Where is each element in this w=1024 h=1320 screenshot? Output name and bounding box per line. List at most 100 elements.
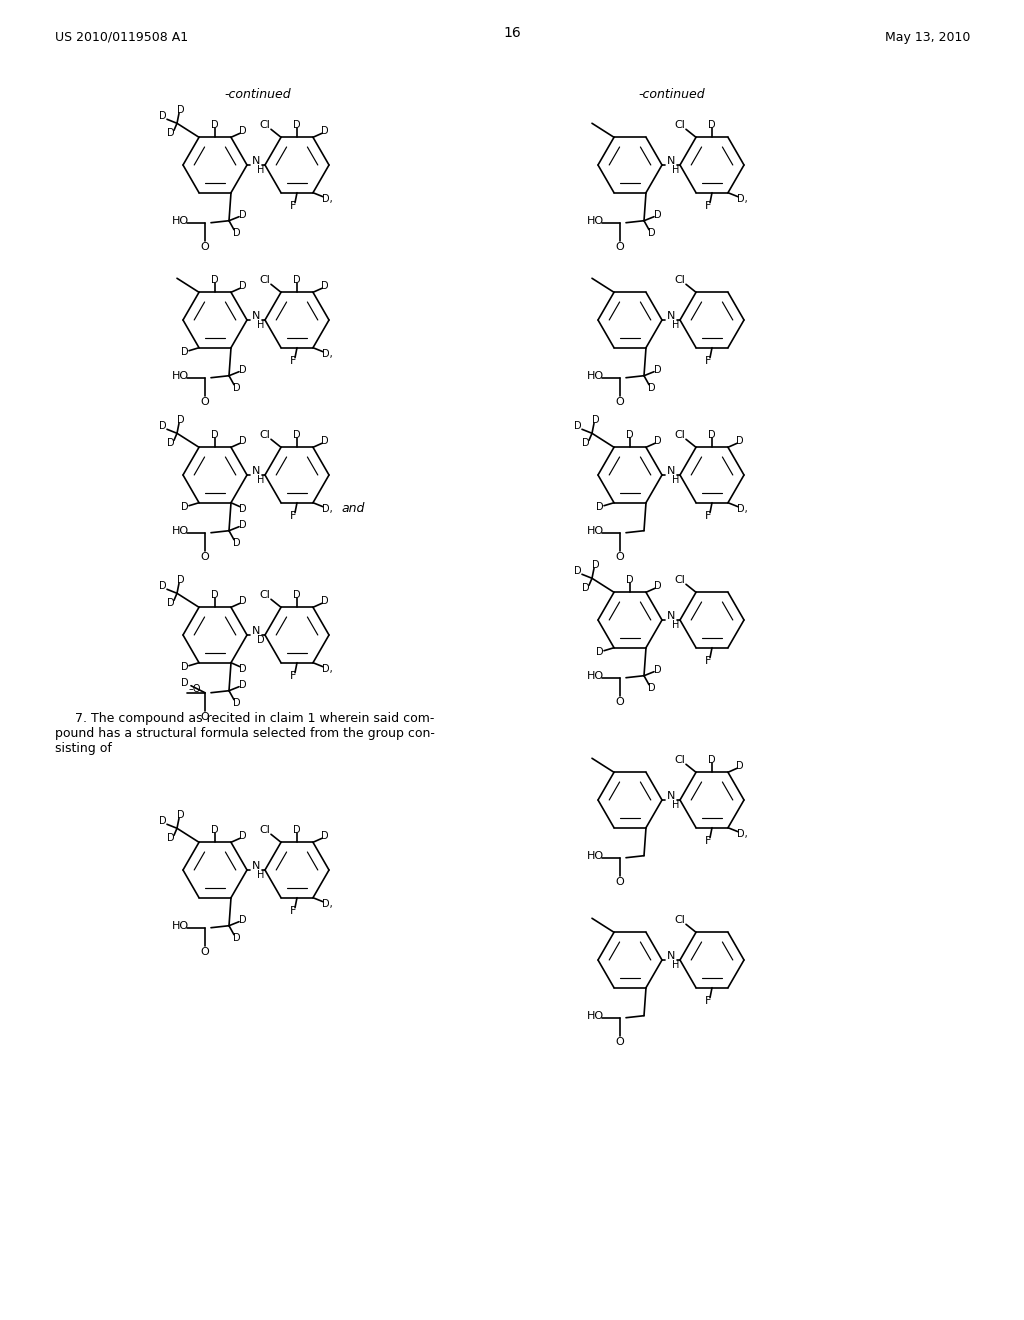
Text: H: H <box>673 960 680 970</box>
Text: D: D <box>240 680 247 690</box>
Text: F: F <box>705 836 712 846</box>
Text: N: N <box>252 861 260 871</box>
Text: D: D <box>322 281 329 292</box>
Text: H: H <box>257 165 264 176</box>
Text: D: D <box>211 120 219 131</box>
Text: D: D <box>233 383 241 393</box>
Text: HO: HO <box>587 1011 604 1020</box>
Text: H: H <box>673 800 680 810</box>
Text: D: D <box>240 504 247 513</box>
Text: D: D <box>167 128 175 139</box>
Text: F: F <box>290 906 296 916</box>
Text: HO: HO <box>587 671 604 681</box>
Text: D: D <box>181 347 188 356</box>
Text: D: D <box>709 755 716 766</box>
Text: D: D <box>574 566 582 577</box>
Text: O: O <box>201 242 209 252</box>
Text: O: O <box>615 697 625 706</box>
Text: D: D <box>293 825 301 836</box>
Text: F: F <box>290 511 296 520</box>
Text: F: F <box>705 355 712 366</box>
Text: US 2010/0119508 A1: US 2010/0119508 A1 <box>55 30 188 44</box>
Text: D: D <box>177 106 184 115</box>
Text: Cl: Cl <box>259 276 270 285</box>
Text: Cl: Cl <box>259 590 270 601</box>
Text: D: D <box>592 560 600 570</box>
Text: D: D <box>240 364 247 375</box>
Text: H: H <box>673 620 680 630</box>
Text: D: D <box>240 915 247 925</box>
Text: D: D <box>648 682 655 693</box>
Text: O: O <box>615 876 625 887</box>
Text: D: D <box>648 383 655 393</box>
Text: D: D <box>233 933 241 942</box>
Text: D: D <box>177 416 184 425</box>
Text: HO: HO <box>172 921 189 931</box>
Text: H: H <box>673 475 680 484</box>
Text: HO: HO <box>587 525 604 536</box>
Text: D: D <box>592 416 600 425</box>
Text: D: D <box>167 598 175 609</box>
Text: O: O <box>201 946 209 957</box>
Text: -continued: -continued <box>224 88 291 102</box>
Text: May 13, 2010: May 13, 2010 <box>885 30 970 44</box>
Text: D: D <box>322 127 329 136</box>
Text: Cl: Cl <box>259 825 270 836</box>
Text: D: D <box>293 430 301 441</box>
Text: D: D <box>177 576 184 585</box>
Text: D,: D, <box>736 504 748 513</box>
Text: D: D <box>627 576 634 585</box>
Text: D: D <box>583 438 590 449</box>
Text: D: D <box>583 583 590 593</box>
Text: O: O <box>615 552 625 562</box>
Text: F: F <box>705 511 712 520</box>
Text: D: D <box>648 228 655 238</box>
Text: D: D <box>159 111 167 121</box>
Text: F: F <box>290 201 296 211</box>
Text: D,: D, <box>322 664 333 673</box>
Text: D: D <box>654 437 662 446</box>
Text: O: O <box>615 397 625 407</box>
Text: –O: –O <box>188 684 202 694</box>
Text: N: N <box>252 312 260 321</box>
Text: D: D <box>596 502 604 512</box>
Text: N: N <box>667 312 675 321</box>
Text: O: O <box>201 552 209 562</box>
Text: D: D <box>181 502 188 512</box>
Text: 16: 16 <box>503 26 521 40</box>
Text: D: D <box>177 810 184 820</box>
Text: D: D <box>240 520 247 529</box>
Text: D: D <box>211 825 219 836</box>
Text: D: D <box>654 581 662 591</box>
Text: D,: D, <box>322 194 333 203</box>
Text: HO: HO <box>587 215 604 226</box>
Text: D: D <box>159 581 167 591</box>
Text: D: D <box>240 832 247 841</box>
Text: D: D <box>709 120 716 131</box>
Text: D: D <box>257 635 265 645</box>
Text: D: D <box>167 438 175 449</box>
Text: and: and <box>341 502 365 515</box>
Text: D: D <box>709 430 716 441</box>
Text: H: H <box>257 475 264 484</box>
Text: Cl: Cl <box>675 755 685 766</box>
Text: D: D <box>159 816 167 826</box>
Text: Cl: Cl <box>259 120 270 131</box>
Text: F: F <box>705 995 712 1006</box>
Text: D: D <box>654 210 662 219</box>
Text: HO: HO <box>587 850 604 861</box>
Text: N: N <box>252 466 260 477</box>
Text: D,: D, <box>736 194 748 203</box>
Text: HO: HO <box>172 215 189 226</box>
Text: F: F <box>705 201 712 211</box>
Text: Cl: Cl <box>675 576 685 585</box>
Text: N: N <box>667 156 675 166</box>
Text: D: D <box>233 228 241 238</box>
Text: D,: D, <box>322 348 333 359</box>
Text: D: D <box>596 647 604 657</box>
Text: H: H <box>673 319 680 330</box>
Text: H: H <box>673 165 680 176</box>
Text: D,: D, <box>736 829 748 838</box>
Text: Cl: Cl <box>259 430 270 441</box>
Text: D: D <box>240 127 247 136</box>
